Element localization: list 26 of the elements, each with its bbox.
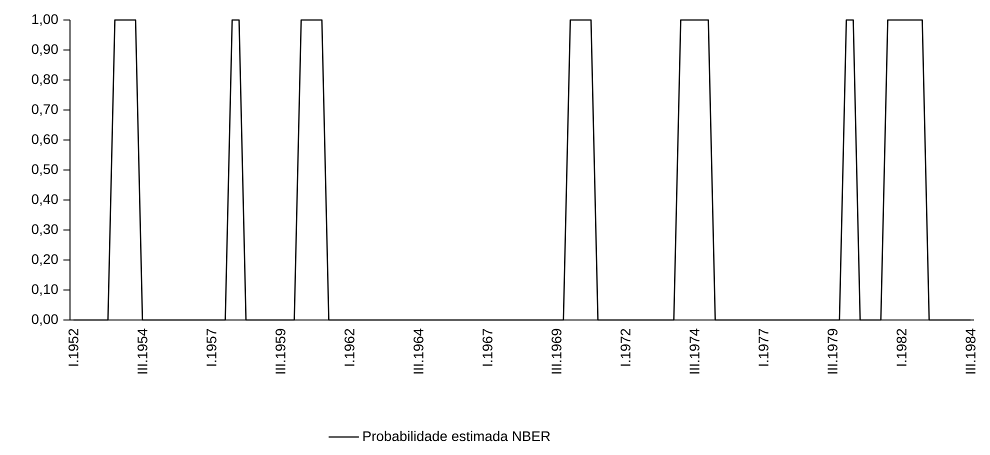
x-tick-label: III.1979 xyxy=(828,328,838,374)
y-tick-label: 1,00 xyxy=(32,14,58,26)
x-tick-label: I.1957 xyxy=(206,328,216,366)
x-tick-label: I.1952 xyxy=(68,328,78,366)
x-tick-label: I.1977 xyxy=(758,328,768,366)
x-tick-label: III.1969 xyxy=(552,328,562,374)
y-tick-label: 0,90 xyxy=(32,44,58,56)
x-tick-label: III.1984 xyxy=(966,328,976,374)
y-tick-label: 0,60 xyxy=(32,134,58,146)
x-tick-label: III.1964 xyxy=(414,328,424,374)
x-tick-label: I.1962 xyxy=(344,328,354,366)
y-tick-label: 0,00 xyxy=(32,314,58,326)
y-tick-label: 0,30 xyxy=(32,224,58,236)
y-tick-label: 0,40 xyxy=(32,194,58,206)
x-tick-label: I.1982 xyxy=(896,328,906,366)
y-tick-label: 0,20 xyxy=(32,254,58,266)
x-tick-label: III.1959 xyxy=(276,328,286,374)
y-tick-label: 0,80 xyxy=(32,74,58,86)
x-tick-label: I.1967 xyxy=(482,328,492,366)
y-tick-label: 0,70 xyxy=(32,104,58,116)
legend-label: Probabilidade estimada NBER xyxy=(363,430,550,442)
y-tick-label: 0,10 xyxy=(32,284,58,296)
x-tick-label: III.1974 xyxy=(690,328,700,374)
x-tick-label: I.1972 xyxy=(620,328,630,366)
x-tick-label: III.1954 xyxy=(138,328,148,374)
y-tick-label: 0,50 xyxy=(32,164,58,176)
